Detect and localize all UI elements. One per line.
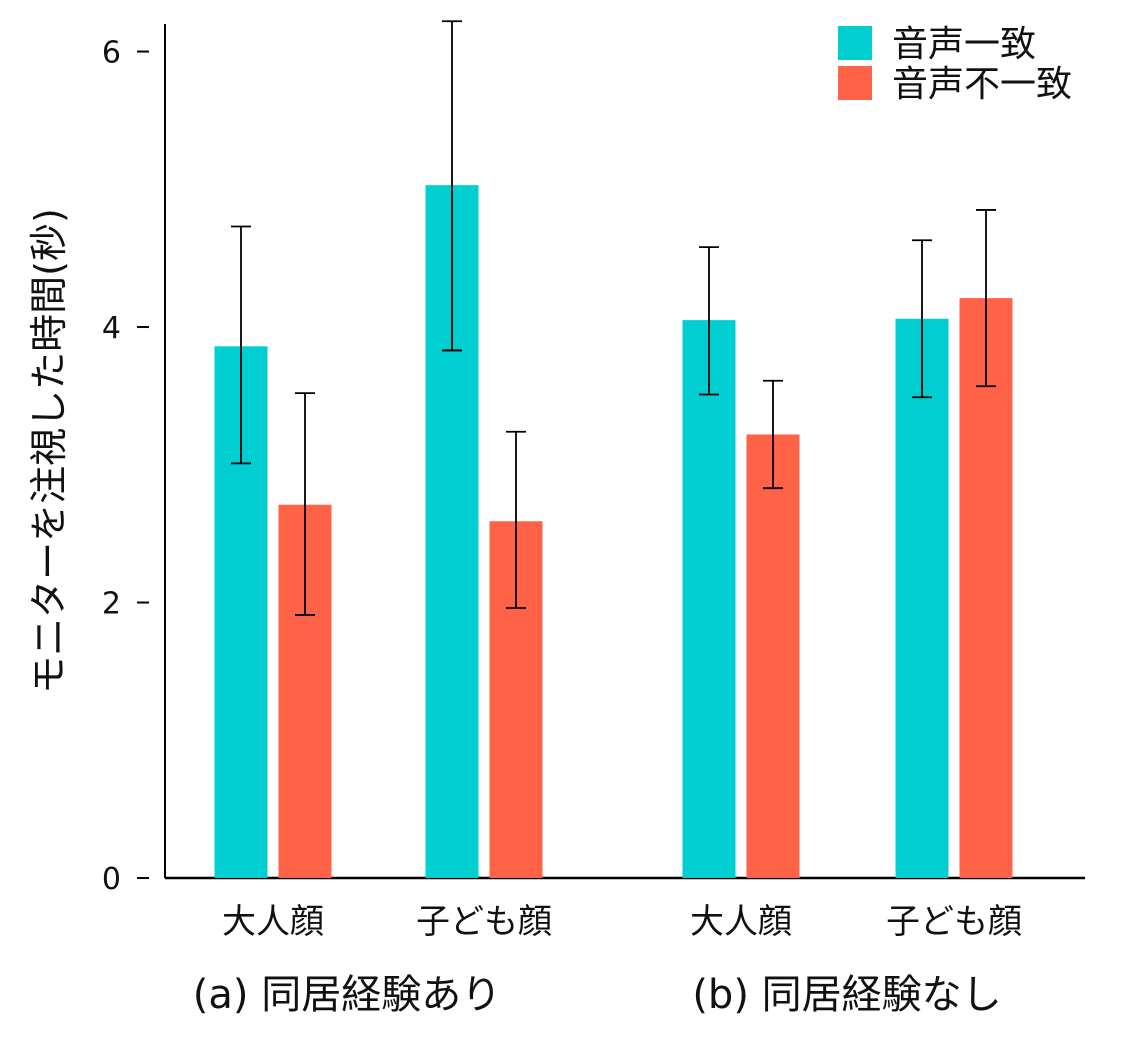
- y-tick-label: 6: [102, 36, 121, 71]
- group-label: (a) 同居経験あり: [193, 972, 501, 1018]
- y-tick-label: 4: [102, 311, 121, 346]
- legend-label-match: 音声一致: [892, 24, 1036, 65]
- bar-match: [895, 318, 949, 879]
- bar-mismatch: [746, 434, 800, 878]
- category-label: 大人顔: [222, 902, 324, 942]
- group-label: (b) 同居経験なし: [692, 972, 1001, 1018]
- category-label: 子ども顔: [416, 902, 552, 942]
- legend-swatch-match: [838, 26, 872, 60]
- bar-match: [682, 320, 736, 879]
- category-label: 大人顔: [690, 902, 792, 942]
- y-tick-label: 2: [102, 587, 121, 622]
- legend-swatch-mismatch: [838, 66, 872, 100]
- category-label: 子ども顔: [886, 902, 1022, 942]
- y-axis-label: モニターを注視した時間(秒): [27, 208, 71, 694]
- bar-mismatch: [959, 298, 1013, 878]
- legend-label-mismatch: 音声不一致: [892, 64, 1072, 105]
- y-tick-label: 0: [102, 862, 121, 897]
